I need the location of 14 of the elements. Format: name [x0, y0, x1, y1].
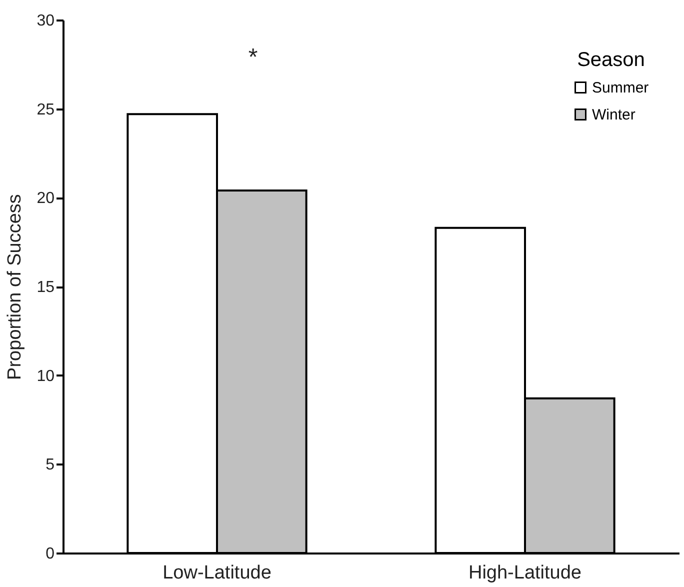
y-tick-label: 25	[36, 101, 55, 118]
y-tick-label: 20	[36, 190, 55, 208]
annotation: *	[248, 44, 258, 71]
x-tick-label: Low-Latitude	[162, 562, 272, 584]
x-tick-label: High-Latitude	[468, 562, 582, 584]
y-axis-title: Proportion of Success	[4, 194, 26, 380]
y-tick-label: 30	[36, 12, 55, 30]
legend-title: Season	[577, 49, 645, 71]
y-tick-label: 15	[36, 279, 55, 296]
legend-label: Summer	[592, 80, 649, 96]
legend-label: Winter	[592, 106, 636, 124]
y-tick-label: 0	[46, 546, 55, 562]
y-tick-label: 5	[46, 456, 55, 474]
y-tick-label: 10	[36, 368, 55, 385]
